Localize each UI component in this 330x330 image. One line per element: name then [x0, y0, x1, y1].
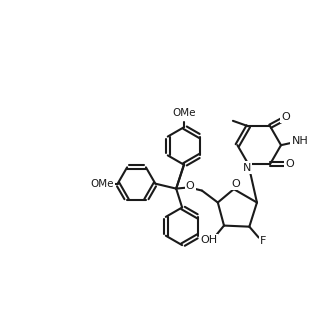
Text: O: O [281, 112, 290, 122]
Text: O: O [186, 181, 194, 191]
Text: OMe: OMe [90, 179, 114, 189]
Text: N: N [243, 163, 251, 173]
Text: NH: NH [291, 136, 308, 146]
Text: O: O [285, 159, 294, 169]
Text: F: F [260, 236, 266, 246]
Text: O: O [232, 179, 241, 189]
Text: OMe: OMe [172, 108, 196, 118]
Text: OH: OH [200, 235, 217, 245]
